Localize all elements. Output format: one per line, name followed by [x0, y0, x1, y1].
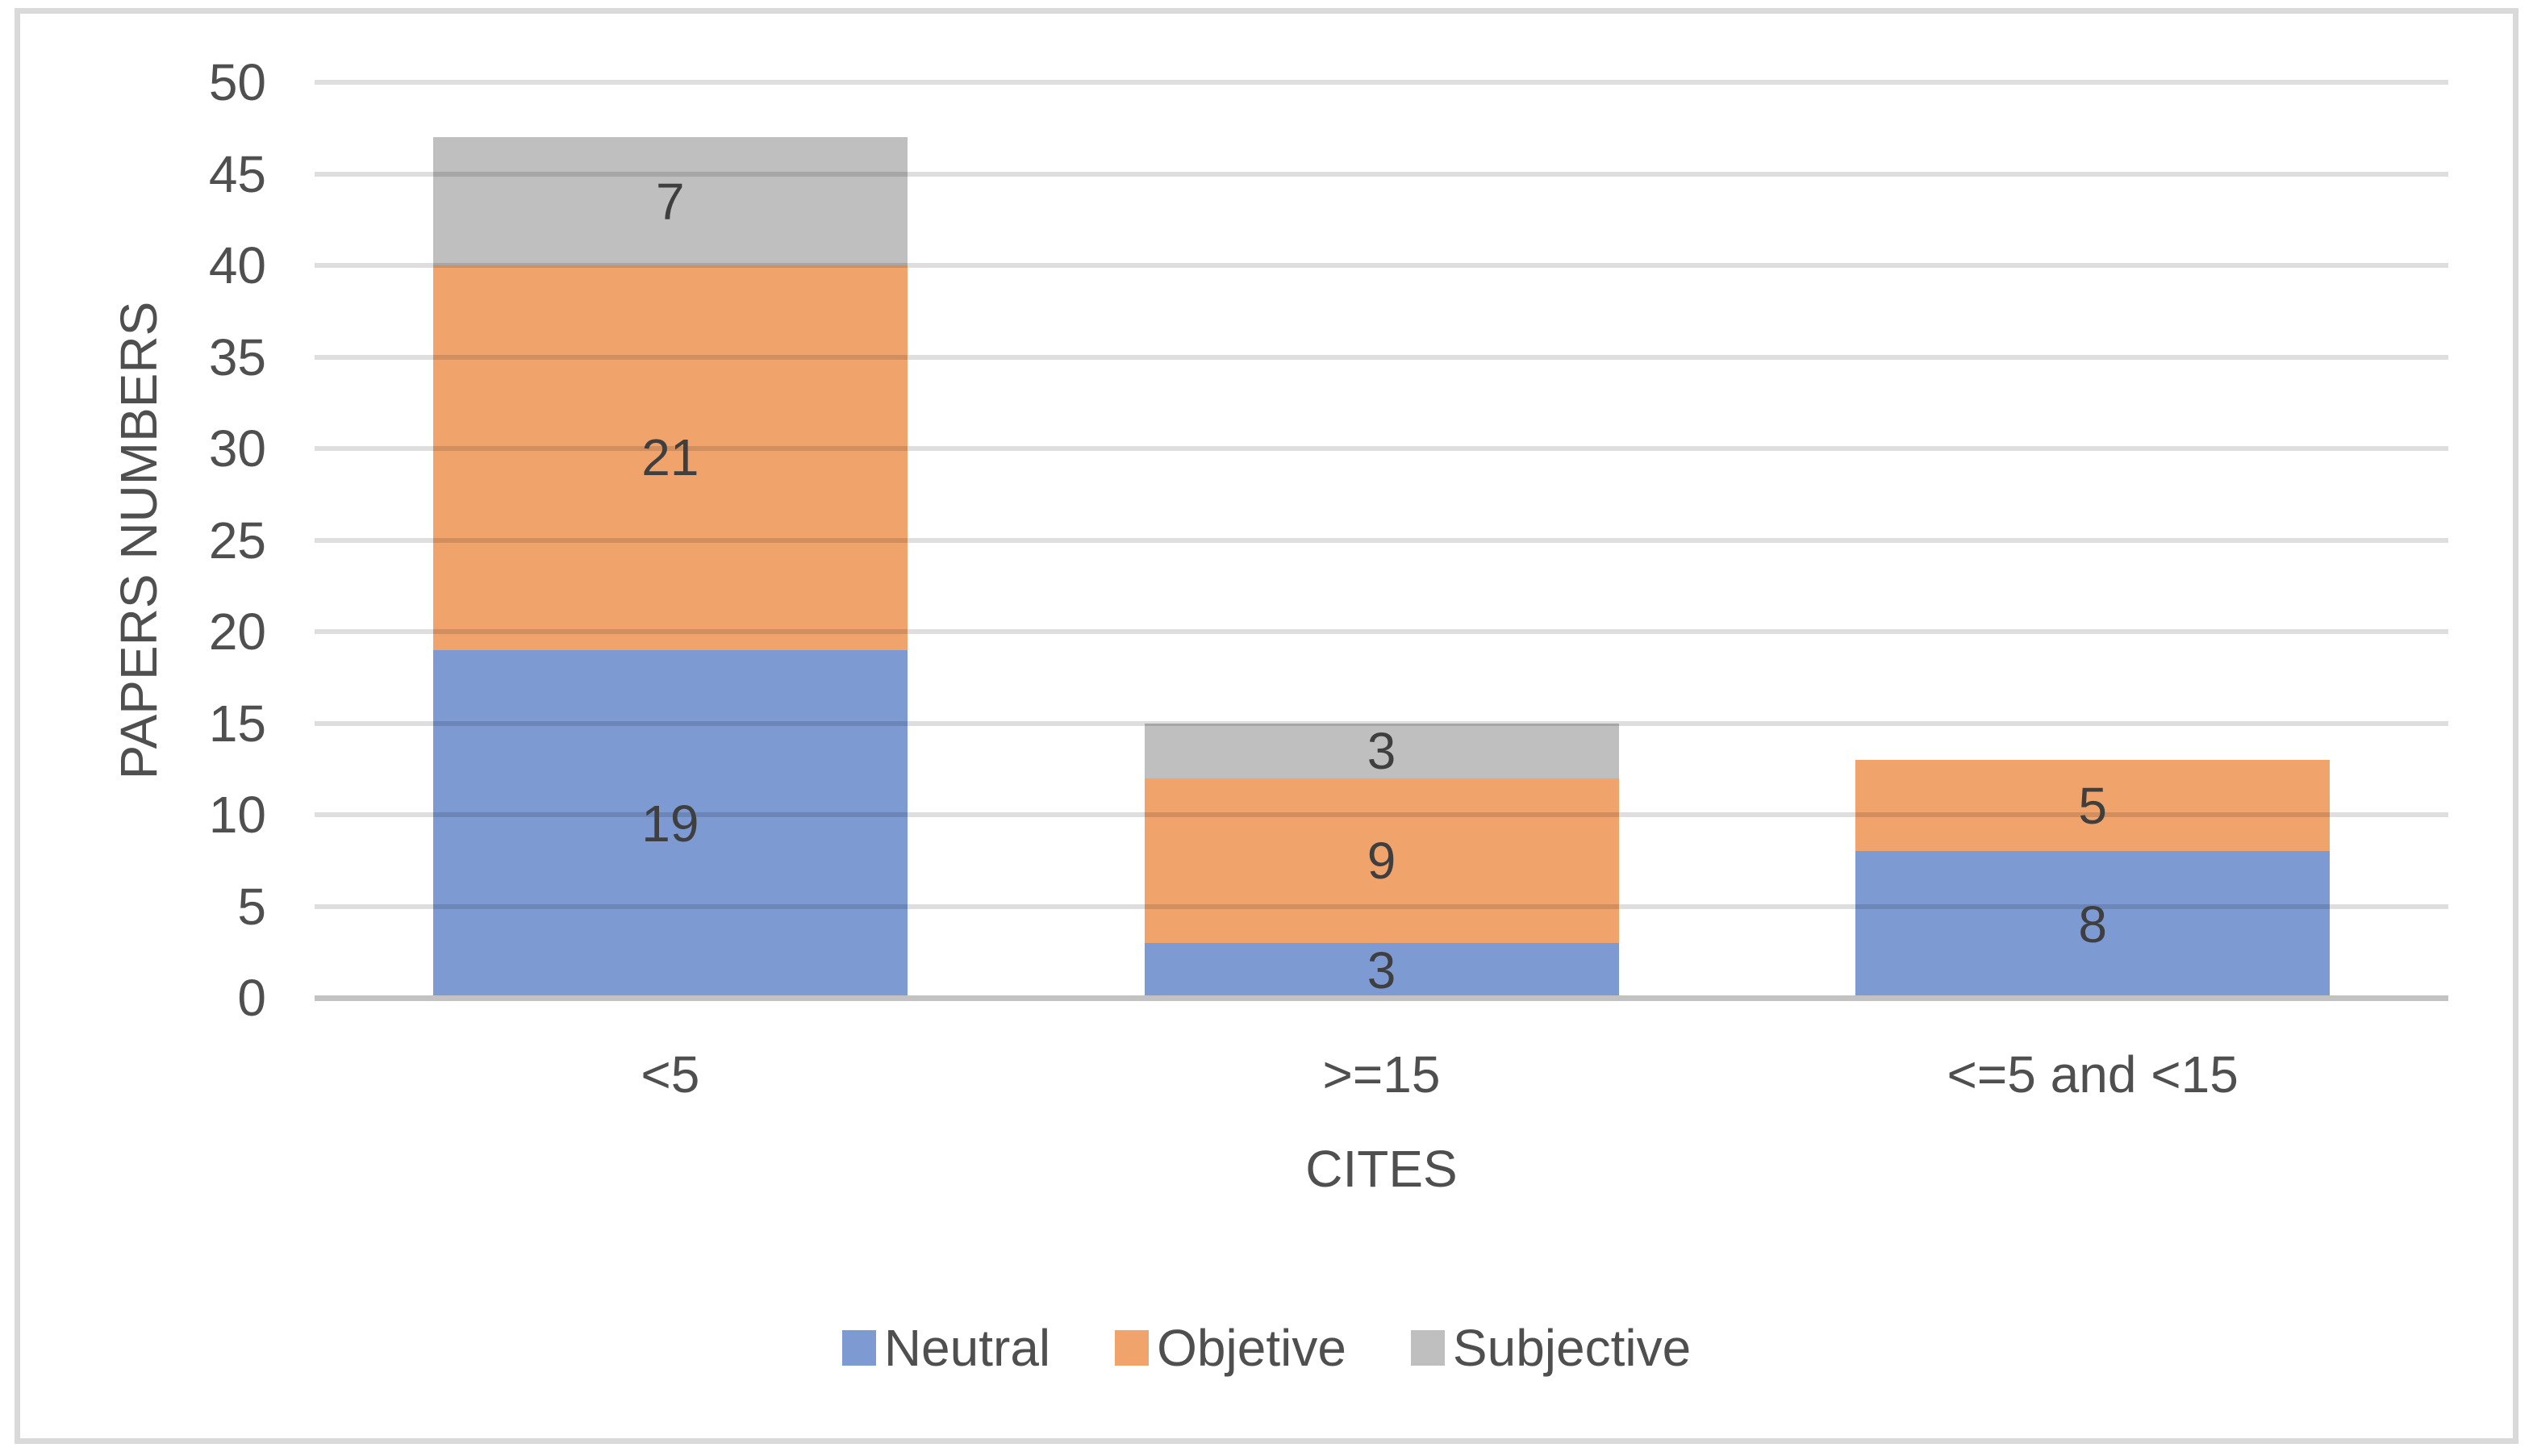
legend-label: Neutral — [883, 1319, 1051, 1377]
legend-swatch-icon — [1410, 1330, 1445, 1366]
y-tick-label: 35 — [208, 327, 266, 386]
y-tick-label: 25 — [208, 511, 266, 569]
y-tick-label: 10 — [208, 786, 266, 844]
bar-segment-objetive-1 — [1144, 778, 1619, 943]
legend-item-subjective: Subjective — [1410, 1319, 1692, 1377]
bar-segment-neutral-2 — [1855, 851, 2331, 998]
plot-area: 19 21 7 3 9 3 8 5 — [315, 80, 2448, 1001]
x-category-label: >=15 — [1322, 1045, 1441, 1103]
y-tick-label: 45 — [208, 144, 266, 203]
legend-swatch-icon — [841, 1330, 876, 1366]
x-category-label: <5 — [641, 1045, 700, 1103]
bar-segment-objetive-0 — [432, 265, 908, 650]
bar-segment-subjective-1 — [1144, 723, 1619, 778]
chart-border — [15, 8, 2518, 1444]
legend-item-objetive: Objetive — [1115, 1319, 1346, 1377]
bar-segment-neutral-0 — [432, 649, 908, 998]
legend-label: Objetive — [1157, 1319, 1346, 1377]
bar-segment-objetive-2 — [1855, 759, 2331, 852]
x-category-label: <=5 and <15 — [1947, 1045, 2239, 1103]
bar-segment-neutral-1 — [1144, 942, 1619, 998]
legend-label: Subjective — [1452, 1319, 1692, 1377]
bar-segment-subjective-0 — [432, 137, 908, 265]
y-tick-label: 50 — [208, 53, 266, 111]
y-tick-label: 15 — [208, 694, 266, 753]
legend-item-neutral: Neutral — [841, 1319, 1051, 1377]
y-tick-label: 30 — [208, 419, 266, 478]
y-tick-label: 0 — [237, 969, 266, 1027]
x-axis-title: CITES — [1305, 1140, 1458, 1198]
legend: Neutral Objetive Subjective — [0, 1319, 2533, 1377]
y-tick-label: 20 — [208, 603, 266, 661]
y-tick-label: 40 — [208, 236, 266, 294]
y-tick-label: 5 — [237, 877, 266, 936]
legend-swatch-icon — [1115, 1330, 1150, 1366]
